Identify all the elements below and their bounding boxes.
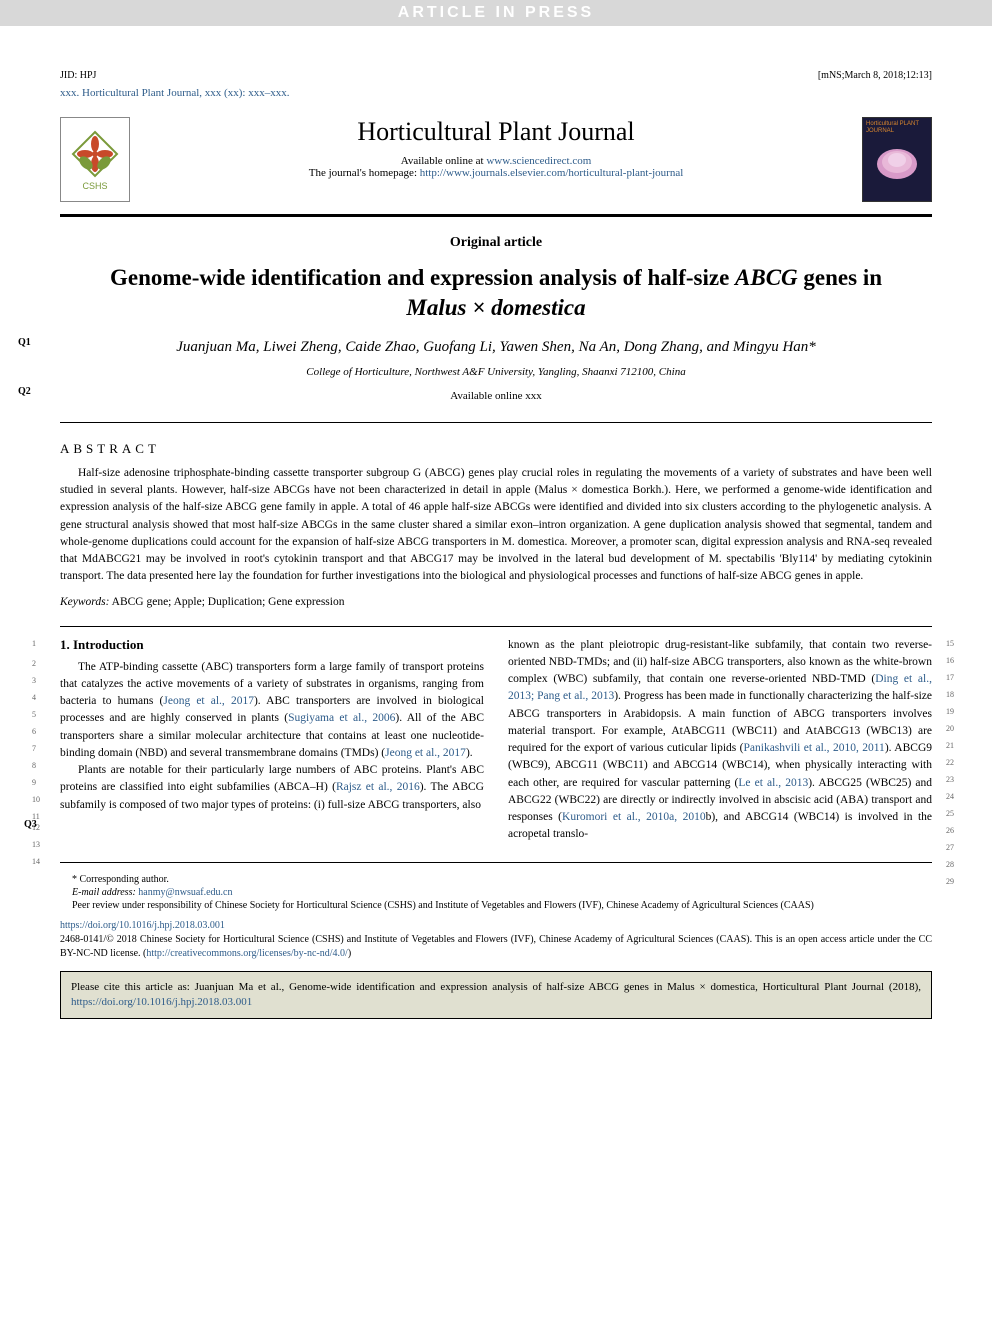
authors: Juanjuan Ma, Liwei Zheng, Caide Zhao, Gu… — [60, 337, 932, 366]
line-number: 2 — [32, 659, 36, 668]
journal-homepage: The journal's homepage: http://www.journ… — [145, 167, 847, 179]
available-online: Available online xxx — [60, 390, 932, 418]
article-type: Original article — [60, 217, 932, 263]
copyright: 2468-0141/© 2018 Chinese Society for Hor… — [60, 933, 932, 961]
ref-link[interactable]: Jeong et al., 2017 — [163, 695, 254, 707]
corresponding-mark: * — [808, 339, 816, 355]
line-number: 20 — [946, 724, 954, 733]
column-left: 1 1. Introduction 2 3 4 5 6 7 8 9 10 11 … — [60, 637, 484, 844]
affiliation: College of Horticulture, Northwest A&F U… — [60, 366, 932, 390]
journal-title: Horticultural Plant Journal — [145, 117, 847, 147]
doi-line: https://doi.org/10.1016/j.hpj.2018.03.00… — [60, 912, 932, 933]
line-number: 25 — [946, 809, 954, 818]
citation-top-link[interactable]: xxx. Horticultural Plant Journal, xxx (x… — [60, 87, 289, 99]
ref-link[interactable]: Rajsz et al., 2016 — [336, 781, 420, 793]
mns: [mNS;March 8, 2018;12:13] — [818, 70, 932, 81]
footnotes: * Corresponding author. E-mail address: … — [60, 862, 932, 961]
ref-link[interactable]: Le et al., 2013 — [738, 777, 808, 789]
divider — [60, 422, 932, 423]
query-q3: Q3 — [24, 819, 37, 830]
col2-p1: known as the plant pleiotropic drug-resi… — [508, 637, 932, 844]
jid: JID: HPJ — [60, 70, 96, 81]
email-link[interactable]: hanmy@nwsuaf.edu.cn — [138, 887, 232, 898]
intro-p1: The ATP-binding cassette (ABC) transport… — [60, 659, 484, 763]
abstract-text: Half-size adenosine triphosphate-binding… — [60, 465, 932, 596]
divider — [60, 626, 932, 627]
line-number: 6 — [32, 727, 36, 736]
line-number: 21 — [946, 741, 954, 750]
article-in-press-banner: ARTICLE IN PRESS — [0, 0, 992, 26]
journal-cover: Horticultural PLANT JOURNAL — [862, 117, 932, 202]
cshs-logo: CSHS — [60, 117, 130, 202]
doi-link[interactable]: https://doi.org/10.1016/j.hpj.2018.03.00… — [60, 920, 225, 931]
line-number: 16 — [946, 656, 954, 665]
line-number: 17 — [946, 673, 954, 682]
citation-doi-link[interactable]: https://doi.org/10.1016/j.hpj.2018.03.00… — [71, 996, 252, 1008]
cshs-label: CSHS — [82, 181, 107, 191]
body-columns: 1 1. Introduction 2 3 4 5 6 7 8 9 10 11 … — [60, 637, 932, 844]
column-right: 15 16 17 18 19 20 21 22 23 24 25 26 27 2… — [508, 637, 932, 844]
header-meta: JID: HPJ [mNS;March 8, 2018;12:13] — [60, 66, 932, 85]
line-number: 15 — [946, 639, 954, 648]
license-link[interactable]: http://creativecommons.org/licenses/by-n… — [146, 948, 347, 959]
abstract-label: ABSTRACT — [60, 427, 932, 465]
corresponding-author: * Corresponding author. — [60, 873, 932, 886]
line-number: 29 — [946, 877, 954, 886]
line-number: 14 — [32, 857, 40, 866]
homepage-link[interactable]: http://www.journals.elsevier.com/horticu… — [420, 167, 684, 179]
ref-link[interactable]: Kuromori et al., 2010a, 2010 — [562, 811, 706, 823]
line-number: 3 — [32, 676, 36, 685]
line-number: 26 — [946, 826, 954, 835]
peer-review: Peer review under responsibility of Chin… — [60, 899, 932, 912]
line-number: 19 — [946, 707, 954, 716]
line-number: 27 — [946, 843, 954, 852]
ref-link[interactable]: Panikashvili et al., 2010, 2011 — [744, 742, 885, 754]
ref-link[interactable]: Jeong et al., 2017 — [385, 747, 466, 759]
journal-header: CSHS Horticultural Plant Journal Availab… — [60, 107, 932, 217]
line-number: 8 — [32, 761, 36, 770]
journal-available: Available online at www.sciencedirect.co… — [145, 155, 847, 167]
line-number: 10 — [32, 795, 40, 804]
keywords-label: Keywords: — [60, 596, 109, 608]
citation-top: xxx. Horticultural Plant Journal, xxx (x… — [60, 85, 932, 107]
keywords: Keywords: ABCG gene; Apple; Duplication;… — [60, 596, 932, 622]
intro-p2: Plants are notable for their particularl… — [60, 762, 484, 814]
line-number: 23 — [946, 775, 954, 784]
line-number: 22 — [946, 758, 954, 767]
ref-link[interactable]: Sugiyama et al., 2006 — [288, 712, 395, 724]
citation-box: Please cite this article as: Juanjuan Ma… — [60, 971, 932, 1020]
email-line: E-mail address: hanmy@nwsuaf.edu.cn — [60, 886, 932, 899]
intro-heading: 1. Introduction — [60, 637, 484, 659]
flower-icon — [70, 129, 120, 179]
keywords-values: ABCG gene; Apple; Duplication; Gene expr… — [109, 596, 344, 608]
line-number: 18 — [946, 690, 954, 699]
cover-title: Horticultural PLANT JOURNAL — [866, 121, 928, 134]
cover-flower-icon — [872, 142, 922, 182]
line-number: 24 — [946, 792, 954, 801]
line-number: 7 — [32, 744, 36, 753]
line-number: 1 — [32, 639, 36, 648]
query-q1: Q1 — [18, 337, 31, 348]
line-number: 5 — [32, 710, 36, 719]
query-q2: Q2 — [18, 386, 31, 397]
sciencedirect-link[interactable]: www.sciencedirect.com — [486, 155, 591, 167]
line-number: 13 — [32, 840, 40, 849]
line-number: 28 — [946, 860, 954, 869]
line-number: 9 — [32, 778, 36, 787]
line-number: 4 — [32, 693, 36, 702]
article-title: Genome-wide identification and expressio… — [60, 263, 932, 337]
